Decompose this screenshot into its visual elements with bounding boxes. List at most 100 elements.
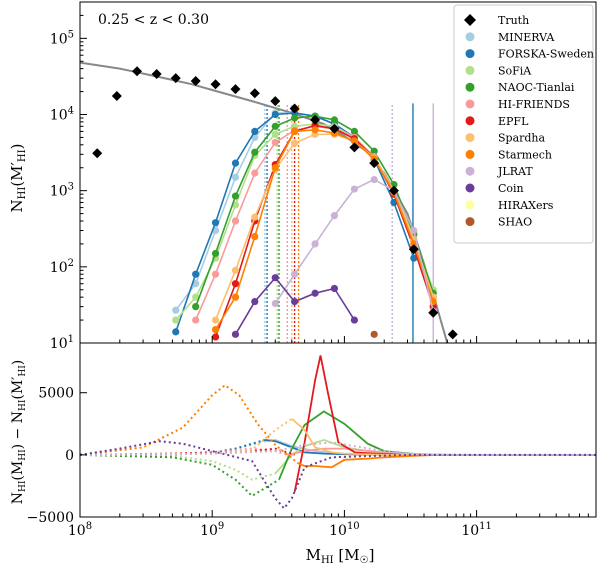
legend-label-hiraxers: HIRAXers <box>498 199 554 212</box>
series-point-starmech <box>271 164 279 172</box>
series-point-sofia <box>172 316 180 324</box>
truth-point <box>249 88 260 99</box>
y-tick-label: 0 <box>65 448 74 464</box>
legend-label-shao: SHAO <box>498 216 532 229</box>
series-point-naoc-tianlai <box>370 147 378 155</box>
series-point-epfl <box>231 280 240 288</box>
truth-point <box>428 307 439 318</box>
y-tick-label: −5000 <box>27 510 74 526</box>
series-point-naoc-tianlai <box>290 114 299 122</box>
legend-marker-truth <box>464 14 476 26</box>
series-point-forska-sweden <box>211 219 220 227</box>
series-point-coin <box>311 289 319 297</box>
legend-marker-starmech <box>465 149 475 159</box>
legend-box <box>453 4 594 244</box>
legend-label-epfl: EPFL <box>498 115 529 128</box>
legend-marker-minerva <box>465 32 475 42</box>
series-point-naoc-tianlai <box>251 148 259 156</box>
series-point-spardha <box>251 213 259 221</box>
truth-point <box>310 114 321 125</box>
truth-point <box>190 76 201 87</box>
series-point-forska-sweden <box>271 110 279 119</box>
legend-label-jlrat: JLRAT <box>497 165 533 178</box>
legend-label-minerva: MINERVA <box>498 31 555 44</box>
series-point-hi-friends <box>211 270 220 278</box>
residual-dotted-jlrat <box>80 441 393 456</box>
top-y-ticks: 101 102 103 104 105 <box>50 1 87 352</box>
x-tick-label: 1010 <box>329 521 360 539</box>
series-point-spardha <box>211 316 220 324</box>
y-tick-label: 104 <box>50 106 74 124</box>
series-point-starmech <box>290 127 299 136</box>
series-point-hi-friends <box>192 316 200 324</box>
truth-point <box>170 73 181 84</box>
series-point-sofia <box>192 293 200 301</box>
series-point-sofia <box>271 130 279 138</box>
series-point-starmech <box>211 325 220 334</box>
series-point-shao <box>370 330 378 338</box>
series-point-minerva <box>231 173 240 181</box>
series-point-naoc-tianlai <box>350 127 358 136</box>
legend: Truth MINERVA FORSKA-Sweden SoFiA NAOC-Tianl… <box>453 4 594 244</box>
legend-label-starmech: Starmech <box>498 148 552 161</box>
series-point-epfl <box>211 333 220 341</box>
residual-dotted-coin <box>80 440 596 510</box>
x-axis-label: MHI [M☉] <box>306 546 375 566</box>
x-tick-label: 109 <box>200 521 224 539</box>
series-point-spardha <box>231 266 240 274</box>
truth-point <box>230 84 241 95</box>
bottom-y-axis-label: NHI(MHI) − NHI(M′HI) <box>10 360 28 504</box>
legend-label-naoc-tianlai: NAOC-Tianlai <box>498 81 575 94</box>
series-point-jlrat <box>410 226 418 235</box>
series-point-forska-sweden <box>192 270 200 278</box>
legend-label-hi-friends: HI-FRIENDS <box>498 98 570 111</box>
legend-label-forska-sweden: FORSKA-Sweden <box>498 48 594 61</box>
bottom-panel: −5000 0 5000 108 109 1010 1011 <box>27 336 597 539</box>
x-tick-label: 1011 <box>461 521 492 539</box>
series-point-coin <box>350 316 358 324</box>
legend-marker-forska-sweden <box>465 49 475 59</box>
series-point-naoc-tianlai <box>231 192 240 200</box>
y-tick-label: 5000 <box>38 386 74 402</box>
residual-dotted-minerva <box>80 440 266 456</box>
residual-dotted-epfl <box>80 447 295 456</box>
series-point-forska-sweden <box>251 127 259 136</box>
truth-point <box>349 142 360 153</box>
bottom-plot-area <box>80 355 596 510</box>
residual-dotted-naoc-tianlai <box>80 453 280 498</box>
series-line-spardha <box>214 133 435 321</box>
legend-marker-sofia <box>465 65 475 75</box>
truth-point <box>388 185 399 196</box>
series-point-spardha <box>290 139 299 147</box>
x-ticks: 108 109 1010 1011 <box>68 336 597 539</box>
legend-marker-jlrat <box>465 166 475 176</box>
truth-point <box>369 158 380 169</box>
series-point-naoc-tianlai <box>192 303 200 311</box>
x-tick-label: 108 <box>68 521 92 539</box>
series-point-hi-friends <box>271 138 279 147</box>
series-point-starmech <box>311 126 319 134</box>
residual-solid-jlrat <box>392 451 596 456</box>
truth-point <box>408 244 419 255</box>
series-point-coin <box>330 284 338 293</box>
residual-solid-naoc-tianlai <box>278 410 596 481</box>
truth-point <box>92 148 103 159</box>
truth-point <box>289 103 300 114</box>
y-tick-label: 101 <box>50 334 74 352</box>
redshift-annotation: 0.25 < z < 0.30 <box>98 12 209 28</box>
series-line-minerva <box>175 112 435 311</box>
series-point-coin <box>290 297 299 306</box>
legend-label-spardha: Spardha <box>498 132 546 145</box>
series-point-forska-sweden <box>410 254 418 262</box>
y-tick-label: 102 <box>50 258 74 276</box>
residual-solid-epfl <box>293 355 596 493</box>
legend-marker-hiraxers <box>465 200 475 210</box>
residual-solid-sofia <box>274 438 596 475</box>
residual-solid-starmech <box>298 454 596 469</box>
series-point-starmech <box>410 240 418 248</box>
series-point-coin <box>231 330 240 338</box>
legend-marker-shao <box>465 217 475 227</box>
legend-marker-naoc-tianlai <box>465 82 475 92</box>
series-point-minerva <box>172 306 180 314</box>
